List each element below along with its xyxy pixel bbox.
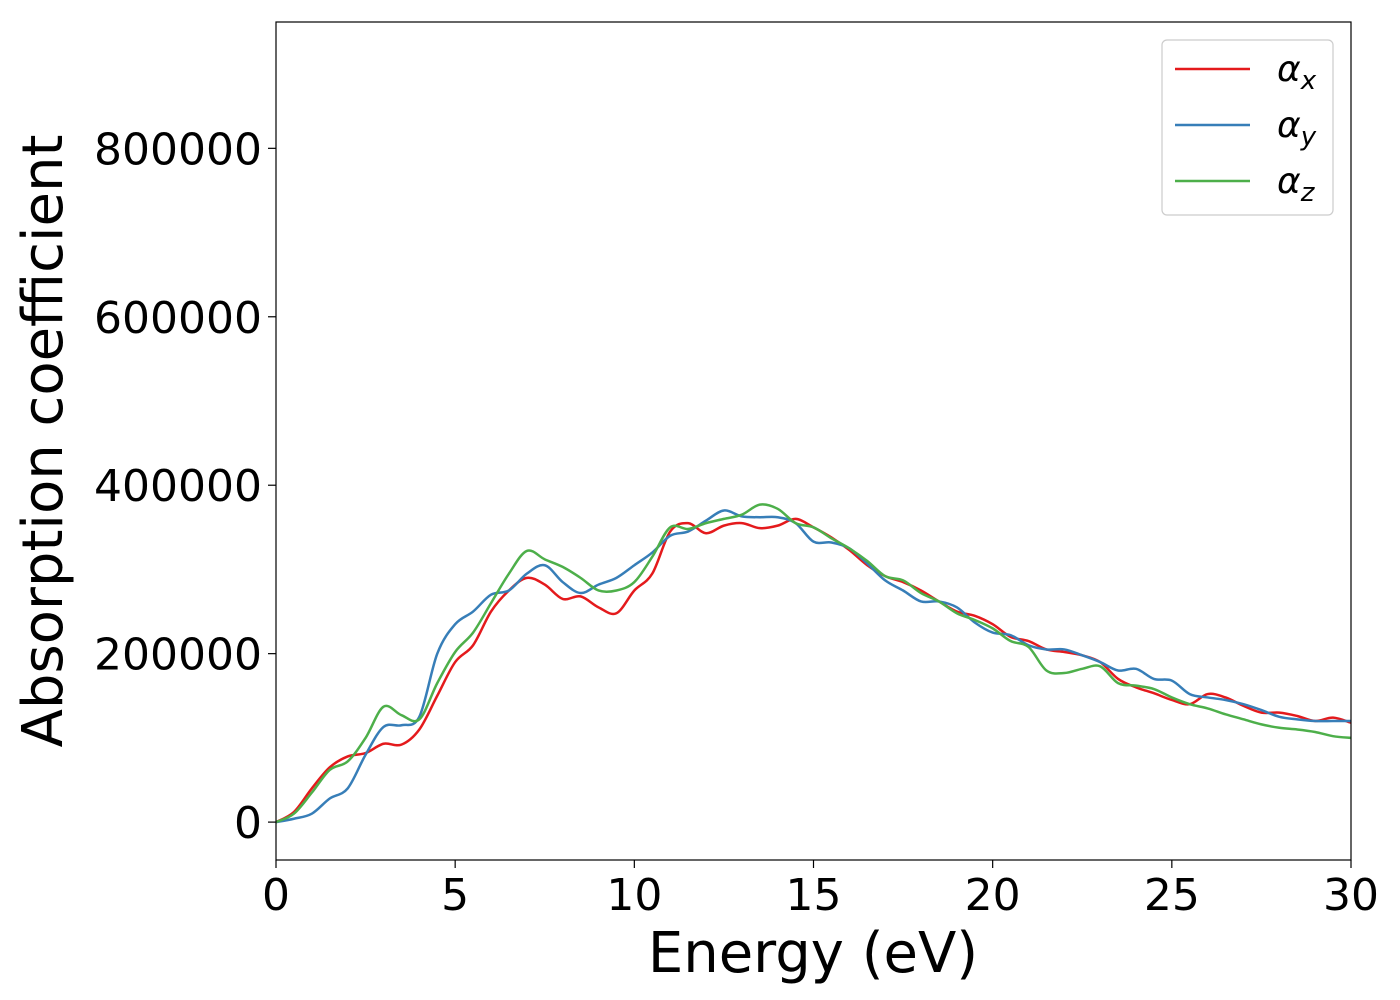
- legend-label-y: αy: [1277, 105, 1317, 152]
- y-tick-label: 600000: [94, 293, 262, 344]
- y-axis: 0 200000 400000 600000 800000: [94, 124, 276, 849]
- series-line-y: [276, 509, 1351, 824]
- x-tick-label: 10: [606, 870, 662, 921]
- x-axis-title: Energy (eV): [648, 921, 978, 986]
- legend-box: [1161, 39, 1334, 216]
- y-tick-label: 0: [234, 798, 262, 849]
- x-tick-label: 20: [965, 870, 1021, 921]
- y-tick-label: 800000: [94, 124, 262, 175]
- x-tick-label: 0: [262, 870, 290, 921]
- x-tick-label: 30: [1323, 870, 1379, 921]
- y-axis-title: Absorption coefficient: [11, 135, 76, 748]
- series-line-z: [276, 503, 1351, 824]
- series-layer: [276, 503, 1351, 824]
- x-tick-label: 25: [1144, 870, 1200, 921]
- x-tick-label: 5: [441, 870, 469, 921]
- x-axis: 0 5 10 15 20 25 30: [262, 860, 1379, 921]
- x-tick-label: 15: [786, 870, 842, 921]
- y-tick-label: 200000: [94, 630, 262, 681]
- y-tick-label: 400000: [94, 461, 262, 512]
- legend-label-x: αx: [1277, 49, 1317, 96]
- legend: αx αy αz: [1161, 39, 1334, 216]
- legend-label-z: αz: [1277, 161, 1316, 208]
